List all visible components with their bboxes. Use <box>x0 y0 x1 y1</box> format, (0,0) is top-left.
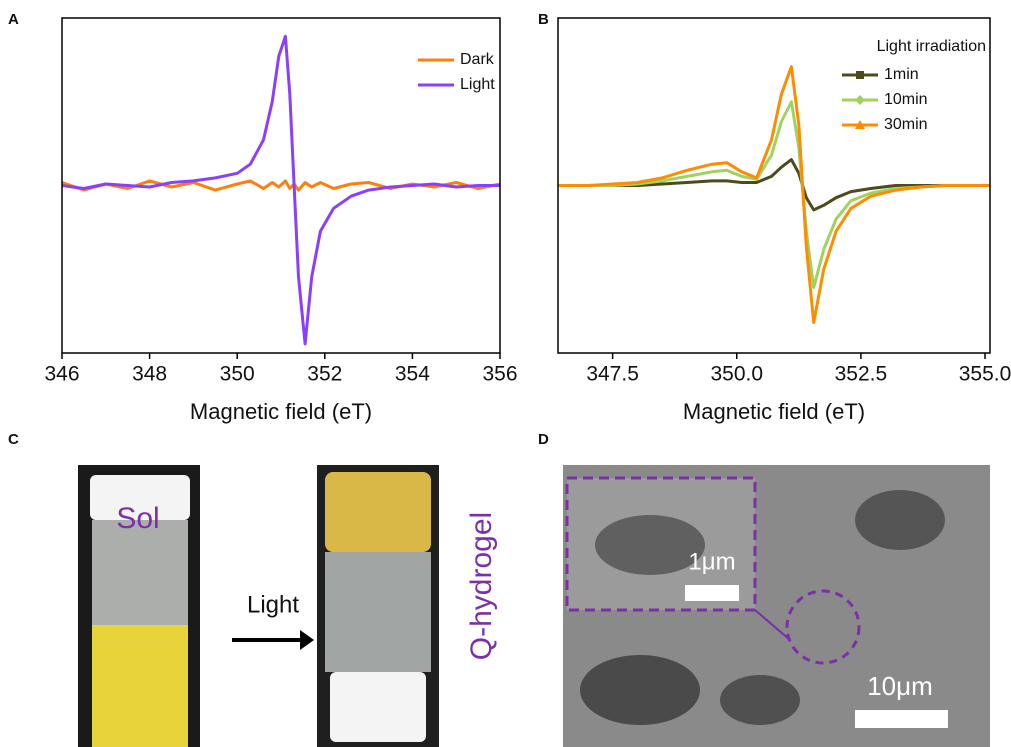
chart: 347.5 350.0 352.5 355.0 Magnetic field (eT) L… <box>558 18 1011 424</box>
legend-marker <box>855 95 865 105</box>
scale-label: 10μm <box>867 671 933 701</box>
x-tick-label: 350 <box>220 363 255 386</box>
pore <box>855 490 945 550</box>
panel-label: A <box>8 11 19 28</box>
legend-label: 30min <box>884 116 928 133</box>
x-tick-label: 346 <box>44 363 79 386</box>
legend-title: Light irradiation <box>877 38 986 55</box>
chart: 346 348 350 352 354 356 Magnetic field (eT) Dar… <box>44 18 517 424</box>
photo-d: 1μm 10μm <box>563 465 990 747</box>
x-tick-label: 356 <box>482 363 517 386</box>
vial-glass <box>325 552 431 672</box>
vial-sol <box>92 625 188 747</box>
x-axis-label: Magnetic field (eT) <box>683 399 865 424</box>
x-axis-label: Magnetic field (eT) <box>190 399 372 424</box>
vial-cap <box>330 672 426 742</box>
legend-label: 10min <box>884 91 928 108</box>
arrow-head <box>300 630 314 650</box>
x-tick-label: 352 <box>307 363 342 386</box>
legend-label: 1min <box>884 66 919 83</box>
scale-bar <box>855 710 948 728</box>
x-tick-label: 354 <box>395 363 430 386</box>
legend-marker <box>856 71 864 79</box>
photo-c: Sol Light Q-hydrogel <box>78 465 498 747</box>
scale-label: 1μm <box>688 548 735 575</box>
vial-glass <box>92 520 188 630</box>
panel-label: C <box>8 431 19 448</box>
x-tick-label: 355.0 <box>959 363 1011 386</box>
series-line <box>62 36 500 344</box>
figure: A B C D Sol Light Q-hydrogel 1μm 10μm 34… <box>0 0 1011 747</box>
panel-label: D <box>538 431 549 448</box>
scale-bar <box>685 585 739 601</box>
x-tick-label: 348 <box>132 363 167 386</box>
x-tick-label: 350.0 <box>710 363 763 386</box>
x-tick-label: 352.5 <box>835 363 888 386</box>
legend-label: Dark <box>460 51 495 68</box>
x-tick-label: 347.5 <box>586 363 639 386</box>
label: Q-hydrogel <box>465 512 498 660</box>
legend-label: Light <box>460 76 495 93</box>
pore <box>580 655 700 725</box>
gel <box>325 472 431 552</box>
panel-label: B <box>538 11 549 28</box>
pore <box>720 675 800 725</box>
label: Sol <box>116 502 159 535</box>
label: Light <box>247 591 299 618</box>
